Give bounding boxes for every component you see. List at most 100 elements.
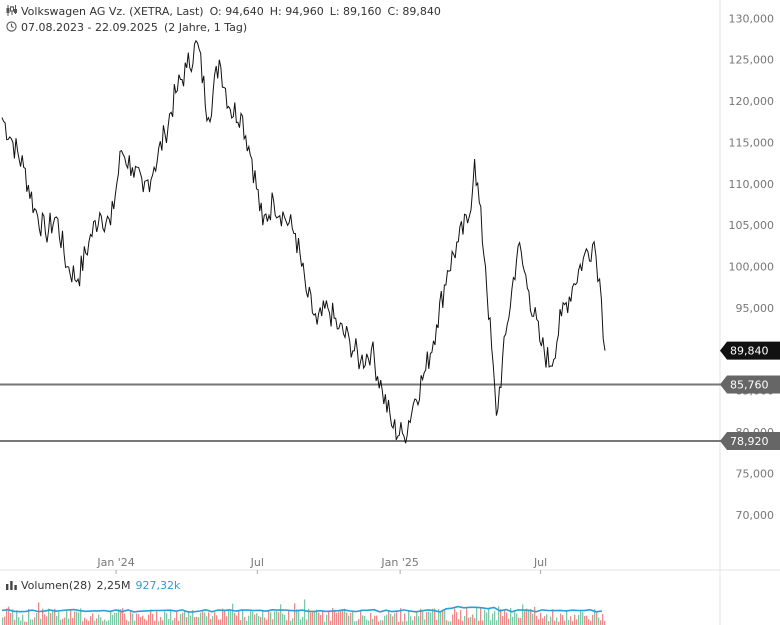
volume-bar	[214, 612, 216, 625]
volume-bar	[374, 615, 376, 625]
volume-bar	[46, 616, 48, 625]
volume-bar	[208, 612, 210, 625]
volume-bar	[502, 615, 504, 625]
volume-bar	[540, 612, 542, 625]
volume-bar	[524, 610, 526, 625]
volume-bar	[346, 612, 348, 625]
volume-bar	[330, 620, 332, 625]
volume-bar	[490, 620, 492, 625]
volume-bar	[590, 620, 592, 625]
volume-bar	[480, 608, 482, 625]
volume-bar	[44, 614, 46, 625]
volume-bar	[194, 617, 196, 625]
volume-bar	[450, 621, 452, 625]
volume-bar	[170, 609, 172, 625]
volume-bar	[366, 619, 368, 625]
volume-bar	[420, 608, 422, 625]
volume-bar	[232, 603, 234, 625]
volume-bar	[432, 608, 434, 625]
volume-bar	[146, 620, 148, 625]
volume-bar	[114, 612, 116, 625]
volume-bar	[414, 616, 416, 625]
volume-bar	[514, 611, 516, 625]
volume-bar	[516, 613, 518, 625]
clock-icon[interactable]	[6, 21, 17, 32]
volume-bar	[160, 616, 162, 625]
volume-bar	[38, 602, 40, 625]
volume-bars-icon[interactable]	[6, 579, 17, 590]
x-tick-label: Jan '24	[96, 556, 134, 569]
volume-bar	[500, 608, 502, 625]
volume-bar	[530, 608, 532, 625]
volume-bar	[538, 619, 540, 625]
volume-bar	[588, 619, 590, 625]
chart-header: Volkswagen AG Vz. (XETRA, Last) O: 94,640…	[6, 5, 447, 18]
volume-bar	[222, 608, 224, 625]
volume-bar	[302, 616, 304, 625]
volume-bar	[312, 610, 314, 625]
volume-bar	[276, 611, 278, 625]
volume-bar	[78, 612, 80, 625]
volume-bar	[482, 620, 484, 625]
volume-bar	[242, 610, 244, 625]
volume-bar	[296, 609, 298, 625]
volume-bar	[548, 621, 550, 625]
y-tick-label: 110,000	[729, 178, 775, 191]
volume-bar	[290, 620, 292, 625]
volume-panel	[1, 599, 606, 625]
x-tick-label: Jan '25	[380, 556, 418, 569]
volume-bar	[22, 614, 24, 625]
x-axis: Jan '24 Jul Jan '25 Jul	[96, 556, 547, 574]
volume-bar	[244, 617, 246, 625]
volume-bar	[598, 617, 600, 625]
volume-bar	[196, 616, 198, 625]
volume-bar	[440, 612, 442, 625]
volume-bar	[462, 620, 464, 625]
volume-bar	[334, 609, 336, 625]
volume-bar	[234, 612, 236, 625]
volume-bar	[442, 609, 444, 625]
volume-bar	[324, 621, 326, 625]
volume-bar	[492, 613, 494, 625]
price-tag-label: 85,760	[730, 378, 769, 391]
volume-bar	[356, 621, 358, 625]
volume-bar	[192, 609, 194, 625]
volume-bar	[454, 608, 456, 625]
volume-bar	[320, 614, 322, 625]
volume-bar	[506, 612, 508, 625]
volume-bar	[20, 620, 22, 625]
volume-bar	[318, 612, 320, 625]
candlestick-icon[interactable]	[6, 5, 17, 16]
volume-bar	[376, 615, 378, 625]
volume-bar	[412, 620, 414, 625]
volume-bar	[228, 609, 230, 625]
volume-bar	[16, 610, 18, 625]
volume-bar	[12, 609, 14, 625]
volume-bar	[360, 609, 362, 625]
volume-bar	[508, 618, 510, 625]
horizontal-lines[interactable]	[0, 383, 722, 443]
volume-bar	[210, 618, 212, 625]
volume-bar	[560, 613, 562, 625]
volume-bar	[338, 611, 340, 625]
volume-bar	[592, 614, 594, 625]
volume-bar	[250, 609, 252, 625]
y-tick-label: 95,000	[736, 302, 775, 315]
volume-bar	[74, 611, 76, 625]
volume-bar	[566, 610, 568, 625]
volume-bar	[32, 619, 34, 625]
volume-bar	[40, 618, 42, 625]
volume-value: 2,25M	[96, 579, 131, 592]
volume-bar	[80, 608, 82, 625]
volume-bar	[544, 616, 546, 625]
volume-bar	[164, 611, 166, 625]
volume-bar	[212, 616, 214, 625]
volume-bar	[574, 614, 576, 625]
volume-bar	[270, 612, 272, 625]
volume-bar	[178, 620, 180, 625]
volume-bar	[368, 620, 370, 625]
volume-bar	[362, 615, 364, 625]
ohlc-high: H: 94,960	[269, 5, 324, 18]
volume-bar	[72, 618, 74, 625]
